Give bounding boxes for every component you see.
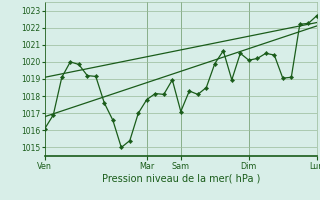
X-axis label: Pression niveau de la mer( hPa ): Pression niveau de la mer( hPa ) bbox=[102, 173, 260, 183]
